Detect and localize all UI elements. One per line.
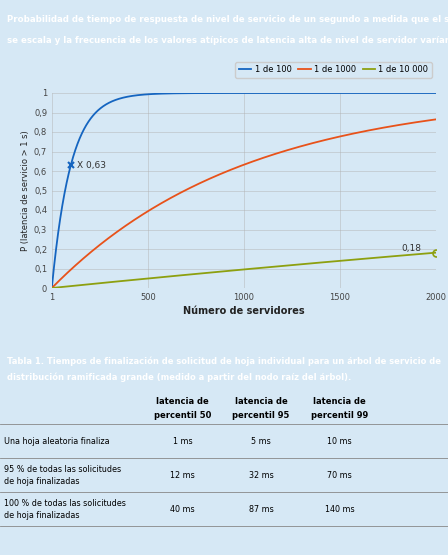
Text: 70 ms: 70 ms: [327, 471, 352, 480]
1 de 1000: [384, 124, 390, 130]
Text: de hoja finalizadas: de hoja finalizadas: [4, 477, 80, 486]
Text: latencia de: latencia de: [235, 397, 287, 406]
Text: Tabla 1. Tiempos de finalización de solicitud de hoja individual para un árbol d: Tabla 1. Tiempos de finalización de soli…: [7, 356, 441, 366]
Text: Una hoja aleatoria finaliza: Una hoja aleatoria finaliza: [4, 437, 110, 446]
1 de 10 000: [93, 280, 99, 287]
1 de 1000: [93, 245, 99, 251]
1 de 10 000: [197, 270, 202, 277]
Text: 10 ms: 10 ms: [327, 437, 352, 446]
Text: percentil 50: percentil 50: [154, 411, 211, 420]
Text: percentil 99: percentil 99: [311, 411, 368, 420]
1 de 10 000: [384, 254, 390, 260]
1 de 100: [426, 90, 431, 97]
1 de 1000: [197, 180, 202, 187]
1 de 100: [116, 95, 121, 102]
Text: distribución ramificada grande (medido a partir del nodo raíz del árbol).: distribución ramificada grande (medido a…: [7, 373, 351, 382]
Text: 40 ms: 40 ms: [170, 505, 195, 514]
1 de 10 000: [49, 285, 55, 291]
1 de 100: [433, 90, 439, 97]
Legend: 1 de 100, 1 de 1000, 1 de 10 000: 1 de 100, 1 de 1000, 1 de 10 000: [235, 62, 432, 78]
1 de 100: [197, 90, 202, 97]
Text: percentil 95: percentil 95: [232, 411, 290, 420]
Text: latencia de: latencia de: [156, 397, 209, 406]
Line: 1 de 10 000: 1 de 10 000: [52, 253, 436, 288]
Line: 1 de 1000: 1 de 1000: [52, 119, 436, 288]
X-axis label: Número de servidores: Número de servidores: [183, 306, 305, 316]
1 de 1000: [116, 228, 121, 234]
Text: 32 ms: 32 ms: [249, 471, 273, 480]
Text: 87 ms: 87 ms: [249, 505, 273, 514]
Text: Probabilidad de tiempo de respuesta de nivel de servicio de un segundo a medida : Probabilidad de tiempo de respuesta de n…: [7, 16, 448, 24]
Text: 140 ms: 140 ms: [324, 505, 354, 514]
1 de 100: [213, 90, 219, 97]
Text: latencia de: latencia de: [313, 397, 366, 406]
1 de 10 000: [116, 278, 121, 285]
1 de 100: [49, 282, 55, 289]
Text: 1 ms: 1 ms: [173, 437, 192, 446]
1 de 1000: [213, 173, 219, 179]
Text: 95 % de todas las solicitudes: 95 % de todas las solicitudes: [4, 465, 121, 473]
1 de 10 000: [426, 250, 431, 256]
1 de 10 000: [213, 269, 219, 275]
Text: 5 ms: 5 ms: [251, 437, 271, 446]
1 de 100: [93, 109, 99, 116]
1 de 100: [384, 90, 390, 97]
Text: de hoja finalizadas: de hoja finalizadas: [4, 511, 80, 520]
Line: 1 de 100: 1 de 100: [52, 93, 436, 286]
Text: 12 ms: 12 ms: [170, 471, 195, 480]
1 de 10 000: [433, 249, 439, 256]
1 de 1000: [433, 116, 439, 123]
Y-axis label: P (latencia de servicio > 1 s): P (latencia de servicio > 1 s): [21, 130, 30, 251]
Text: se escala y la frecuencia de los valores atípicos de latencia alta de nivel de s: se escala y la frecuencia de los valores…: [7, 36, 448, 45]
1 de 1000: [49, 285, 55, 291]
1 de 1000: [426, 117, 431, 124]
Text: 100 % de todas las solicitudes: 100 % de todas las solicitudes: [4, 498, 126, 508]
Text: 0,18: 0,18: [401, 244, 422, 253]
Text: X 0,63: X 0,63: [77, 160, 106, 170]
